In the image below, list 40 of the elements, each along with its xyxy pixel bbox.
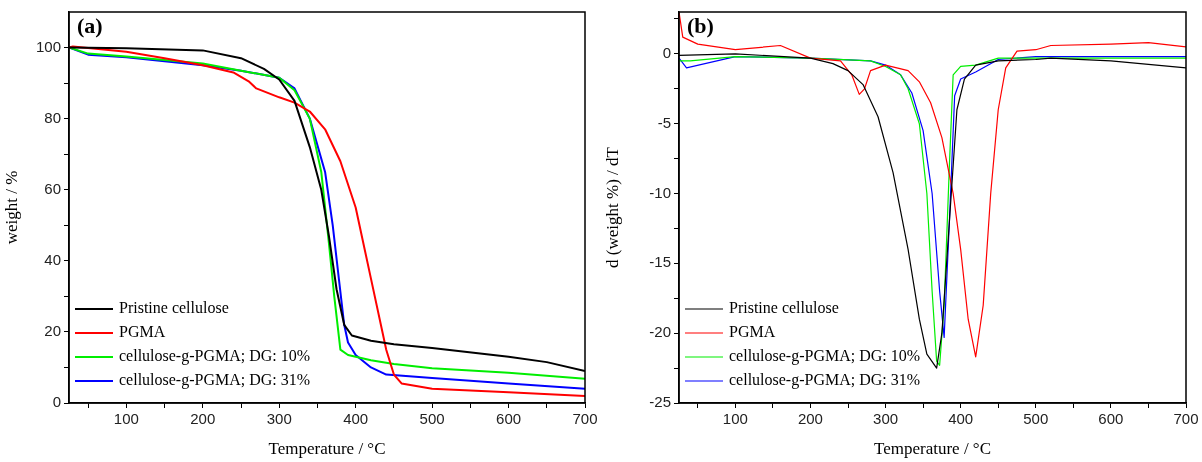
x-axis-title: Temperature / °C	[873, 439, 992, 459]
y-axis-title: weight / %	[1, 170, 21, 245]
y-tick-label: -25	[649, 393, 671, 411]
legend-label: Pristine cellulose	[729, 299, 839, 317]
y-tick-label: -10	[649, 183, 671, 201]
x-tick-label: 700	[1173, 410, 1199, 428]
chart-title: (b)	[687, 12, 714, 38]
legend-label: Pristine cellulose	[119, 299, 229, 317]
legend-label: cellulose-g-PGMA; DG: 31%	[729, 371, 921, 390]
x-tick-label: 600	[496, 410, 522, 428]
x-tick-label: 100	[113, 410, 139, 428]
legend-label: PGMA	[119, 323, 166, 341]
x-tick-label: 300	[266, 410, 292, 428]
x-tick-label: 300	[873, 410, 899, 428]
y-tick-label: 80	[44, 108, 61, 126]
y-tick-label: -5	[657, 113, 671, 131]
chart-title: (a)	[77, 12, 103, 38]
legend-label: cellulose-g-PGMA; DG: 10%	[119, 347, 311, 366]
y-axis-title: d (weight %) / dT	[602, 146, 622, 268]
x-tick-label: 400	[343, 410, 369, 428]
x-tick-label: 200	[190, 410, 216, 428]
y-tick-label: 0	[662, 44, 671, 62]
x-axis-title: Temperature / °C	[268, 439, 386, 459]
legend-label: cellulose-g-PGMA; DG: 10%	[729, 347, 921, 366]
x-tick-label: 400	[948, 410, 974, 428]
x-tick-label: 500	[419, 410, 445, 428]
y-tick-label: 20	[44, 322, 61, 340]
x-tick-label: 500	[1023, 410, 1049, 428]
y-tick-label: -20	[649, 323, 671, 341]
x-tick-label: 100	[722, 410, 748, 428]
y-tick-label: -15	[649, 253, 671, 271]
legend-label: cellulose-g-PGMA; DG: 31%	[119, 371, 311, 390]
x-tick-label: 600	[1098, 410, 1124, 428]
x-tick-label: 200	[797, 410, 823, 428]
y-tick-label: 60	[44, 179, 61, 197]
y-tick-label: 100	[35, 37, 61, 55]
legend-label: PGMA	[729, 323, 776, 341]
x-tick-label: 700	[572, 410, 598, 428]
y-tick-label: 40	[44, 250, 61, 268]
y-tick-label: 0	[52, 393, 61, 411]
